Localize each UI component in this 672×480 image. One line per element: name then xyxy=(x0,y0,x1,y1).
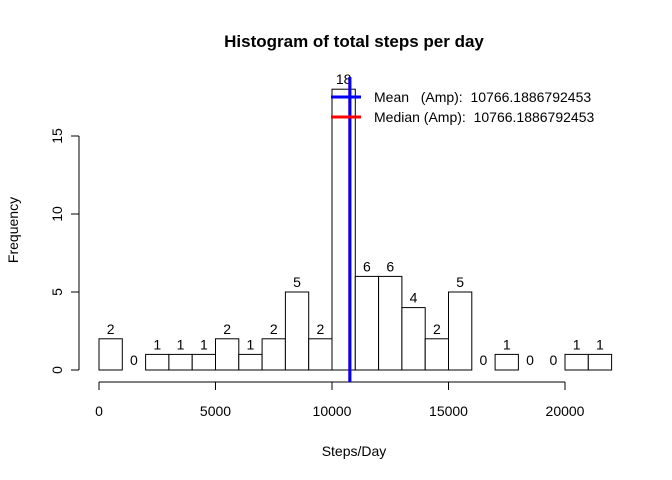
legend-label: Mean (Amp): 10766.1886792453 xyxy=(374,89,591,105)
bar-count-label: 1 xyxy=(247,336,255,352)
x-axis: 0 5000 10000 15000 20000 xyxy=(95,381,585,419)
histogram-bar xyxy=(354,275,380,371)
x-tick-label: 0 xyxy=(95,403,103,419)
bar-count-label: 1 xyxy=(573,336,581,352)
histogram-bar xyxy=(145,353,170,371)
y-axis: 0 5 10 15 xyxy=(49,128,80,374)
bar-count-label: 6 xyxy=(363,258,371,274)
bar-count-label: 2 xyxy=(107,321,115,337)
histogram-bar xyxy=(424,338,450,371)
bar-count-label: 2 xyxy=(270,321,278,337)
x-tick-label: 10000 xyxy=(313,403,352,419)
histogram-bar xyxy=(401,307,426,371)
histogram-bar xyxy=(564,353,589,371)
chart-title: Histogram of total steps per day xyxy=(224,32,484,51)
y-tick-label: 10 xyxy=(49,206,65,222)
histogram-bar xyxy=(261,338,286,371)
bar-count-label: 4 xyxy=(410,290,418,306)
histogram-bar xyxy=(98,338,123,371)
bar-count-label: 18 xyxy=(336,71,352,87)
histogram-bar xyxy=(215,338,240,371)
y-tick-label: 5 xyxy=(49,288,65,296)
bar-count-label: 1 xyxy=(153,336,161,352)
bars-group xyxy=(98,88,613,371)
histogram-bar xyxy=(238,353,263,371)
x-tick-label: 20000 xyxy=(546,403,585,419)
histogram-bar xyxy=(168,353,193,371)
bar-count-label: 2 xyxy=(433,321,441,337)
histogram-bar xyxy=(284,291,310,371)
legend-label: Median (Amp): 10766.1886792453 xyxy=(374,109,594,125)
histogram-bar xyxy=(308,338,333,371)
histogram-bar xyxy=(378,275,403,371)
y-tick-label: 15 xyxy=(49,128,65,144)
histogram-bar xyxy=(331,88,356,371)
histogram-bar xyxy=(448,291,473,371)
bar-count-label: 2 xyxy=(223,321,231,337)
bar-count-label: 5 xyxy=(456,274,464,290)
y-tick-label: 0 xyxy=(49,366,65,374)
x-tick-label: 15000 xyxy=(429,403,468,419)
legend: Mean (Amp): 10766.1886792453 Median (Amp)… xyxy=(331,89,594,125)
histogram-bar xyxy=(191,353,216,371)
bar-count-label: 6 xyxy=(386,258,394,274)
bar-count-label: 0 xyxy=(130,352,138,368)
bar-count-label: 0 xyxy=(480,352,488,368)
histogram-bar xyxy=(587,353,613,371)
bar-count-label: 2 xyxy=(316,321,324,337)
bar-count-label: 1 xyxy=(503,336,511,352)
x-tick-label: 5000 xyxy=(200,403,231,419)
bar-count-label: 5 xyxy=(293,274,301,290)
x-axis-label: Steps/Day xyxy=(322,443,387,459)
bar-count-label: 1 xyxy=(200,336,208,352)
histogram-bar xyxy=(494,353,519,371)
bar-count-label: 0 xyxy=(549,352,557,368)
bar-count-label: 1 xyxy=(596,336,604,352)
bar-count-label: 1 xyxy=(177,336,185,352)
y-axis-label: Frequency xyxy=(5,197,21,263)
bar-count-label: 0 xyxy=(526,352,534,368)
